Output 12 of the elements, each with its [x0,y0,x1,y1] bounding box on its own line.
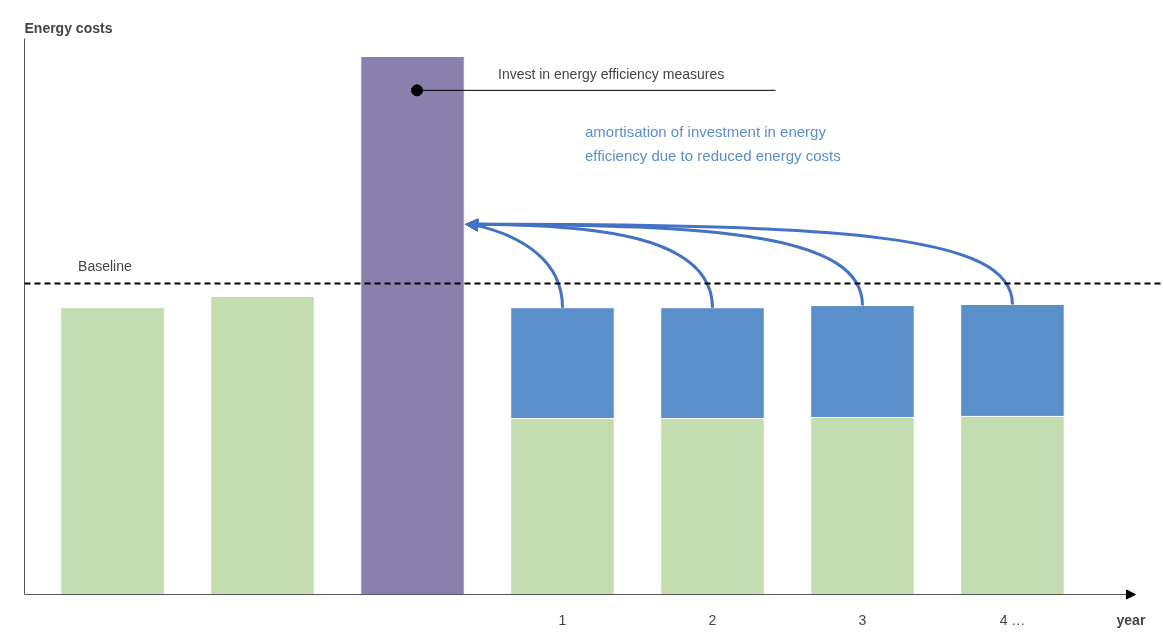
x-tick-label: 4 … [999,612,1026,629]
annotation: amortisation of investment in energy efficiency due to reduced energy costs [585,123,841,165]
bar [210,295,315,595]
x-axis-title: year [1116,612,1146,629]
x-tick-label: 1 [558,612,567,629]
annotation: Invest in energy efficiency measures [498,66,725,83]
bar [60,307,165,595]
x-tick-label: 2 [708,612,717,629]
bar [360,55,465,595]
ref-line-label: Baseline [78,257,132,274]
x-tick-label: 3 [858,612,867,629]
y-axis-title: Energy costs [24,20,113,37]
